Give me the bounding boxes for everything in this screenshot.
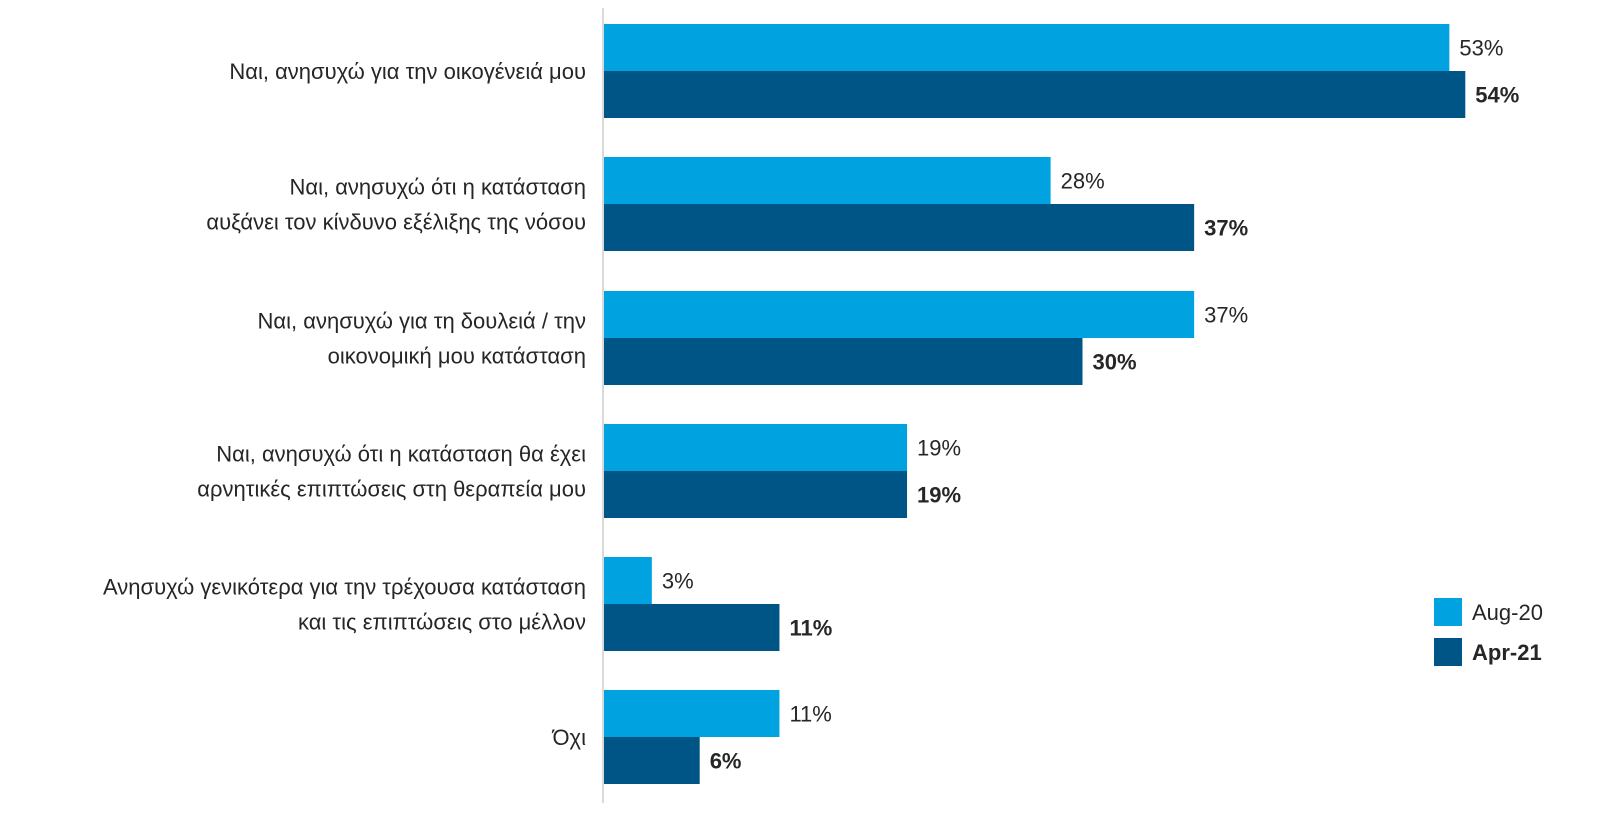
- data-label: 37%: [1204, 216, 1248, 241]
- category-label: Ανησυχώ γενικότερα για την τρέχουσα κατά…: [103, 575, 586, 600]
- legend: Aug-20 Apr-21: [1434, 598, 1543, 666]
- category-label: αρνητικές επιπτώσεις στη θεραπεία μου: [197, 477, 586, 502]
- bars-layer: [604, 24, 1466, 784]
- bar-aug-20: [604, 157, 1051, 204]
- category-label: Ναι, ανησυχώ για τη δουλειά / την: [258, 309, 586, 334]
- category-label: αυξάνει τον κίνδυνο εξέλιξης της νόσου: [206, 210, 586, 235]
- labels-layer: Ναι, ανησυχώ για την οικογένειά μου 53% 54…: [103, 36, 1519, 774]
- category-label: και τις επιπτώσεις στο μέλλον: [298, 610, 586, 635]
- bar-aug-20: [604, 557, 652, 604]
- data-label: 3%: [662, 569, 694, 594]
- category-label: οικονομική μου κατάσταση: [328, 344, 586, 369]
- legend-swatch: [1434, 638, 1462, 666]
- bar-apr-21: [604, 604, 780, 651]
- legend-label: Aug-20: [1472, 600, 1543, 625]
- data-label: 53%: [1459, 36, 1503, 61]
- legend-label: Apr-21: [1472, 640, 1542, 665]
- bar-aug-20: [604, 424, 908, 471]
- data-label: 54%: [1475, 83, 1519, 108]
- data-label: 6%: [710, 749, 742, 774]
- bar-apr-21: [604, 204, 1195, 251]
- data-label: 28%: [1061, 169, 1105, 194]
- bar-apr-21: [604, 737, 700, 784]
- bar-aug-20: [604, 24, 1450, 71]
- data-label: 19%: [917, 436, 961, 461]
- legend-swatch: [1434, 598, 1462, 626]
- bar-apr-21: [604, 471, 908, 518]
- bar-aug-20: [604, 690, 780, 737]
- category-label: Ναι, ανησυχώ ότι η κατάσταση: [289, 175, 586, 200]
- bar-apr-21: [604, 338, 1083, 385]
- bar-aug-20: [604, 291, 1195, 338]
- category-label: Ναι, ανησυχώ ότι η κατάσταση θα έχει: [216, 442, 586, 467]
- data-label: 19%: [917, 483, 961, 508]
- data-label: 11%: [789, 702, 831, 727]
- data-label: 37%: [1204, 303, 1248, 328]
- data-label: 11%: [789, 616, 832, 641]
- category-label: Ναι, ανησυχώ για την οικογένειά μου: [229, 59, 586, 84]
- category-label: Όχι: [552, 725, 587, 750]
- data-label: 30%: [1093, 350, 1137, 375]
- bar-apr-21: [604, 71, 1466, 118]
